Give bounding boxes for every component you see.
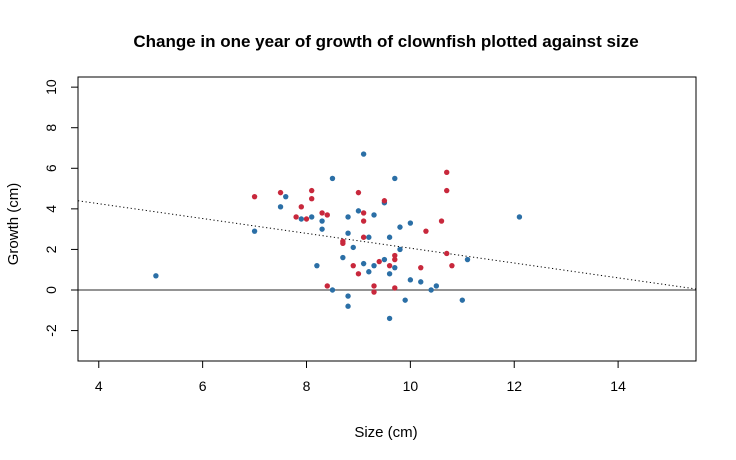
data-point <box>345 214 351 220</box>
data-point <box>345 293 351 299</box>
data-point <box>428 287 434 293</box>
data-point <box>392 252 398 259</box>
data-point <box>277 204 284 210</box>
data-point <box>324 212 330 218</box>
x-tick-label: 8 <box>303 378 311 394</box>
data-point <box>355 271 362 277</box>
data-point <box>350 244 356 251</box>
y-tick-label: 4 <box>43 205 59 213</box>
data-point <box>366 269 372 275</box>
data-point <box>397 246 403 253</box>
y-tick-label: 6 <box>43 164 59 172</box>
data-point <box>464 256 471 263</box>
data-point <box>381 198 388 204</box>
x-tick-label: 14 <box>610 378 626 394</box>
data-point <box>293 214 299 220</box>
data-point <box>392 285 398 291</box>
data-point <box>314 262 320 269</box>
data-point <box>360 260 367 267</box>
data-point <box>397 224 403 230</box>
data-point <box>386 234 393 240</box>
x-tick-label: 12 <box>506 378 522 394</box>
data-point <box>283 193 289 200</box>
data-point <box>360 210 367 216</box>
data-point <box>407 220 414 226</box>
data-point <box>386 271 393 277</box>
data-point <box>371 212 377 218</box>
y-tick-label: 0 <box>43 286 59 294</box>
data-point <box>392 264 398 271</box>
data-point <box>360 218 367 224</box>
data-point <box>308 196 315 202</box>
data-point <box>392 256 398 263</box>
data-point <box>381 256 388 263</box>
x-tick-label: 4 <box>95 378 103 394</box>
data-point <box>329 287 336 293</box>
data-point <box>319 218 325 224</box>
data-point <box>418 279 424 285</box>
trend-line <box>77 200 697 290</box>
plot-area <box>77 151 697 322</box>
chart-title: Change in one year of growth of clownfis… <box>133 32 638 51</box>
y-tick-label: 8 <box>43 124 59 132</box>
data-point <box>418 264 424 271</box>
axes: 4 6 8 10 12 14 -2 0 2 4 6 8 10 <box>43 76 697 394</box>
data-point <box>345 230 351 236</box>
data-point <box>251 228 258 234</box>
data-point <box>371 283 377 289</box>
x-tick-label: 10 <box>403 378 419 394</box>
data-point <box>319 226 325 232</box>
y-tick-label: 2 <box>43 245 59 253</box>
x-axis-label: Size (cm) <box>354 424 417 441</box>
data-point <box>444 250 450 257</box>
data-point <box>433 283 440 289</box>
data-point <box>376 258 382 265</box>
data-point <box>438 218 445 224</box>
data-point <box>251 193 258 200</box>
data-point <box>324 283 330 289</box>
data-point <box>459 297 466 303</box>
data-point <box>444 169 450 176</box>
data-point <box>423 228 429 234</box>
data-point <box>392 175 398 182</box>
data-point <box>371 289 377 295</box>
data-point <box>402 297 408 303</box>
data-point <box>360 234 367 240</box>
data-point <box>319 210 325 216</box>
data-point <box>386 262 393 269</box>
data-point <box>360 151 367 157</box>
y-axis-label: Growth (cm) <box>5 183 22 266</box>
data-point <box>444 187 450 194</box>
data-point <box>277 189 284 196</box>
data-point <box>308 187 315 194</box>
data-point <box>407 277 414 283</box>
data-point <box>153 273 159 279</box>
data-point <box>303 216 310 222</box>
data-point <box>355 189 362 196</box>
data-point <box>345 303 351 309</box>
data-point <box>298 216 305 222</box>
data-point <box>340 240 346 247</box>
y-tick-label: -2 <box>43 324 59 337</box>
data-point <box>298 204 305 210</box>
data-point <box>350 262 356 269</box>
y-tick-label: 10 <box>43 79 59 95</box>
data-point <box>329 175 336 182</box>
data-point <box>308 214 315 220</box>
data-point <box>516 214 523 220</box>
data-point <box>340 254 346 261</box>
data-point <box>355 208 362 214</box>
data-point <box>366 234 372 240</box>
data-point <box>371 262 377 269</box>
data-point <box>386 315 393 322</box>
x-tick-label: 6 <box>199 378 207 394</box>
data-point <box>449 262 455 269</box>
